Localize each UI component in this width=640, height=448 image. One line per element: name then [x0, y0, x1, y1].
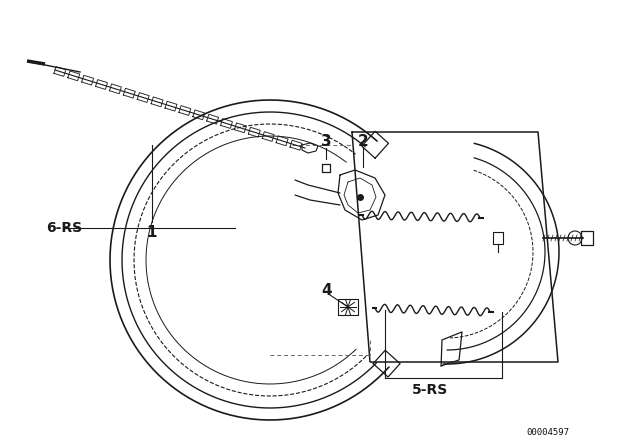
Polygon shape [262, 132, 274, 142]
Polygon shape [179, 106, 191, 116]
Text: 2: 2 [358, 134, 369, 148]
Text: 3: 3 [321, 134, 332, 148]
Text: 6-RS: 6-RS [46, 221, 82, 235]
Polygon shape [290, 140, 302, 150]
Polygon shape [165, 101, 177, 111]
Text: 1: 1 [147, 224, 157, 240]
Polygon shape [82, 75, 93, 85]
Polygon shape [95, 80, 108, 89]
Text: 5-RS: 5-RS [412, 383, 448, 397]
Polygon shape [221, 119, 232, 129]
Polygon shape [68, 71, 79, 81]
Polygon shape [276, 136, 288, 146]
Polygon shape [124, 88, 135, 98]
Text: 4: 4 [322, 283, 332, 297]
Polygon shape [138, 93, 149, 103]
Text: 00004597: 00004597 [527, 427, 570, 436]
Polygon shape [109, 84, 122, 94]
Polygon shape [151, 97, 163, 107]
Polygon shape [207, 114, 218, 124]
Polygon shape [234, 123, 246, 133]
Polygon shape [248, 127, 260, 137]
Polygon shape [193, 110, 205, 120]
Polygon shape [54, 67, 66, 76]
